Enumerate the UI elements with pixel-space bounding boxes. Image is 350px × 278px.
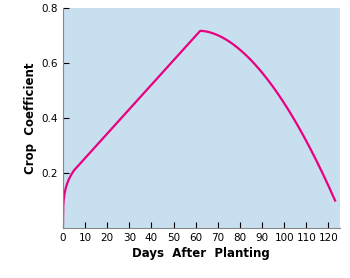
X-axis label: Days  After  Planting: Days After Planting	[132, 247, 270, 260]
Y-axis label: Crop  Coefficient: Crop Coefficient	[25, 62, 37, 174]
